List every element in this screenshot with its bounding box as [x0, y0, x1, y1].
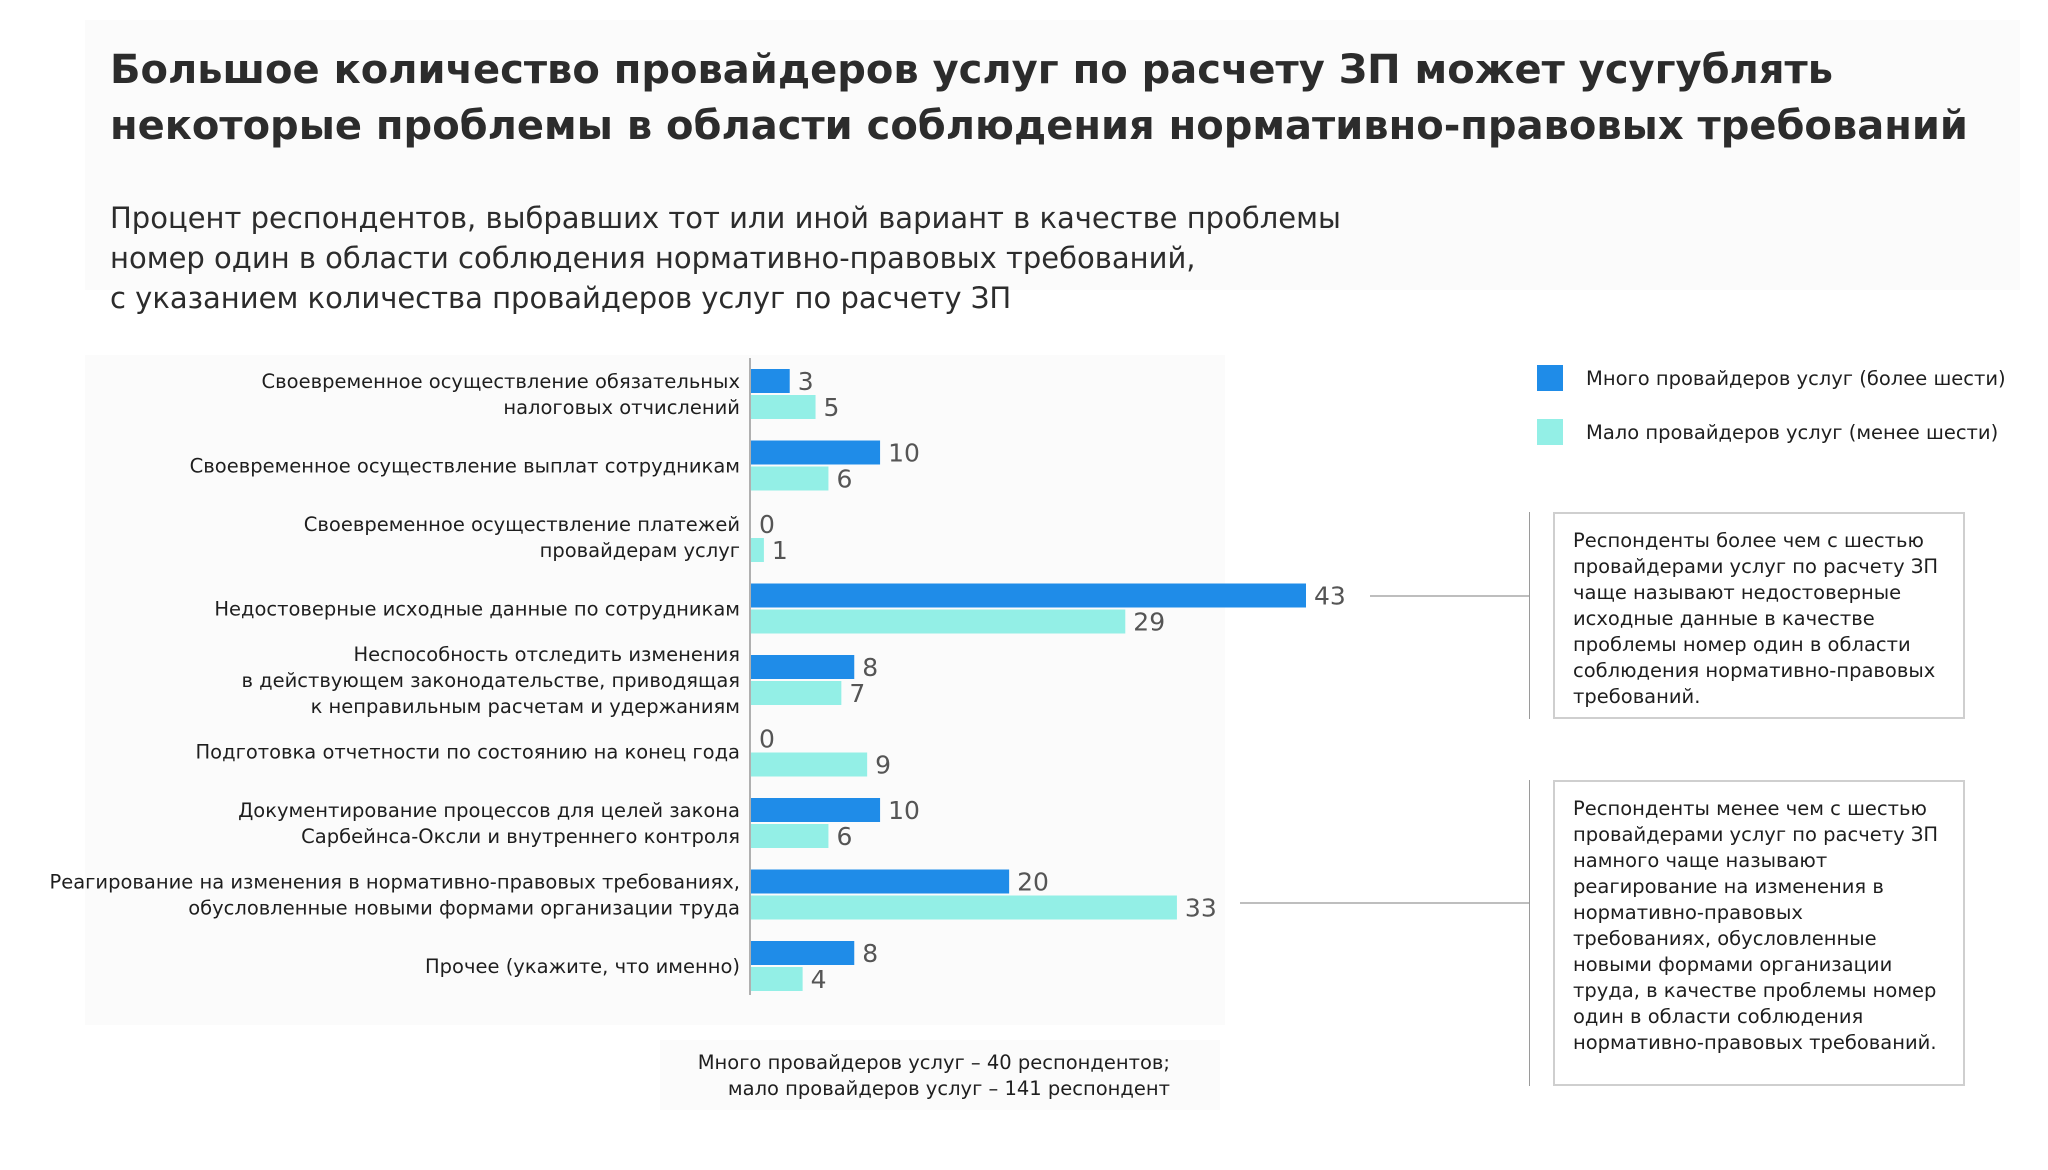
- footnote-panel: [660, 1040, 1220, 1110]
- data-label: 4: [811, 965, 827, 994]
- category-label: Реагирование на изменения в нормативно-п…: [49, 871, 740, 894]
- category-label: провайдерам услуг: [540, 539, 740, 562]
- page-title: Большое количество провайдеров услуг по …: [110, 47, 1968, 149]
- legend-swatch-few: [1537, 419, 1563, 445]
- data-label: 10: [888, 439, 920, 468]
- category-label: Недостоверные исходные данные по сотрудн…: [214, 598, 740, 621]
- category-label: Подготовка отчетности по состоянию на ко…: [196, 741, 741, 764]
- bar-few-providers: [751, 538, 764, 562]
- bar-many-providers: [751, 655, 855, 679]
- legend-label: Много провайдеров услуг (более шести): [1586, 367, 2006, 390]
- category-label: Своевременное осуществление выплат сотру…: [190, 455, 740, 478]
- callout-box-2: Респонденты менее чем с шестью провайдер…: [1553, 780, 1965, 1086]
- bar-few-providers: [751, 824, 829, 848]
- data-label: 20: [1017, 868, 1049, 897]
- data-label: 5: [824, 393, 840, 422]
- chart-subtitle: Процент респондентов, выбравших тот или …: [110, 198, 1510, 318]
- header-panel: [85, 20, 2020, 290]
- data-label: 6: [836, 465, 852, 494]
- callout-2-text: Респонденты менее чем с шестью провайдер…: [1573, 797, 1938, 1054]
- data-label: 8: [862, 939, 878, 968]
- bar-many-providers: [751, 440, 881, 465]
- data-label: 0: [759, 725, 775, 754]
- category-label: Документирование процессов для целей зак…: [238, 799, 740, 822]
- subtitle-line-3: с указанием количества провайдеров услуг…: [110, 281, 1012, 315]
- bar-many-providers: [751, 369, 790, 393]
- category-label: Неспособность отследить изменения: [353, 643, 740, 666]
- bar-few-providers: [751, 895, 1177, 920]
- legend-label: Мало провайдеров услуг (менее шести): [1586, 421, 1998, 444]
- callout-2-divider: [1529, 780, 1530, 1086]
- category-label: к неправильным расчетам и удержаниям: [311, 695, 740, 718]
- data-label: 9: [875, 751, 891, 780]
- data-label: 6: [836, 822, 852, 851]
- bar-few-providers: [751, 466, 829, 491]
- callout-box-1: Респонденты более чем с шестью провайдер…: [1553, 512, 1965, 719]
- category-label: обусловленные новыми формами организации…: [188, 897, 740, 920]
- data-label: 29: [1133, 608, 1165, 637]
- bar-few-providers: [751, 752, 868, 777]
- footnote-line-2: мало провайдеров услуг – 141 респондент: [727, 1077, 1170, 1100]
- bar-many-providers: [751, 941, 855, 965]
- bar-many-providers: [751, 869, 1010, 894]
- data-label: 43: [1314, 582, 1346, 611]
- category-label: налоговых отчислений: [503, 396, 740, 419]
- respondent-footnote: Много провайдеров услуг – 40 респонденто…: [600, 1050, 1170, 1102]
- category-label: Своевременное осуществление обязательных: [262, 370, 740, 393]
- data-label: 7: [849, 679, 865, 708]
- category-label: в действующем законодательстве, приводящ…: [241, 669, 740, 692]
- bar-many-providers: [751, 798, 881, 822]
- bar-few-providers: [751, 681, 842, 705]
- callout-1-text: Респонденты более чем с шестью провайдер…: [1573, 529, 1938, 708]
- bar-few-providers: [751, 609, 1126, 634]
- callout-1-divider: [1529, 512, 1530, 719]
- data-label: 1: [772, 536, 788, 565]
- bar-many-providers: [751, 583, 1306, 608]
- footnote-line-1: Много провайдеров услуг – 40 респонденто…: [697, 1051, 1170, 1074]
- bar-few-providers: [751, 967, 803, 991]
- bar-few-providers: [751, 395, 816, 419]
- subtitle-line-1: Процент респондентов, выбравших тот или …: [110, 201, 1341, 235]
- data-label: 33: [1185, 894, 1217, 923]
- subtitle-line-2: номер один в области соблюдения норматив…: [110, 241, 1196, 275]
- category-label: Сарбейнса-Оксли и внутреннего контроля: [301, 825, 740, 848]
- data-label: 8: [862, 653, 878, 682]
- category-label: Своевременное осуществление платежей: [304, 513, 740, 536]
- legend-swatch-many: [1537, 365, 1563, 391]
- category-label: Прочее (укажите, что именно): [425, 955, 740, 978]
- data-label: 3: [798, 367, 814, 396]
- data-label: 10: [888, 796, 920, 825]
- data-label: 0: [759, 510, 775, 539]
